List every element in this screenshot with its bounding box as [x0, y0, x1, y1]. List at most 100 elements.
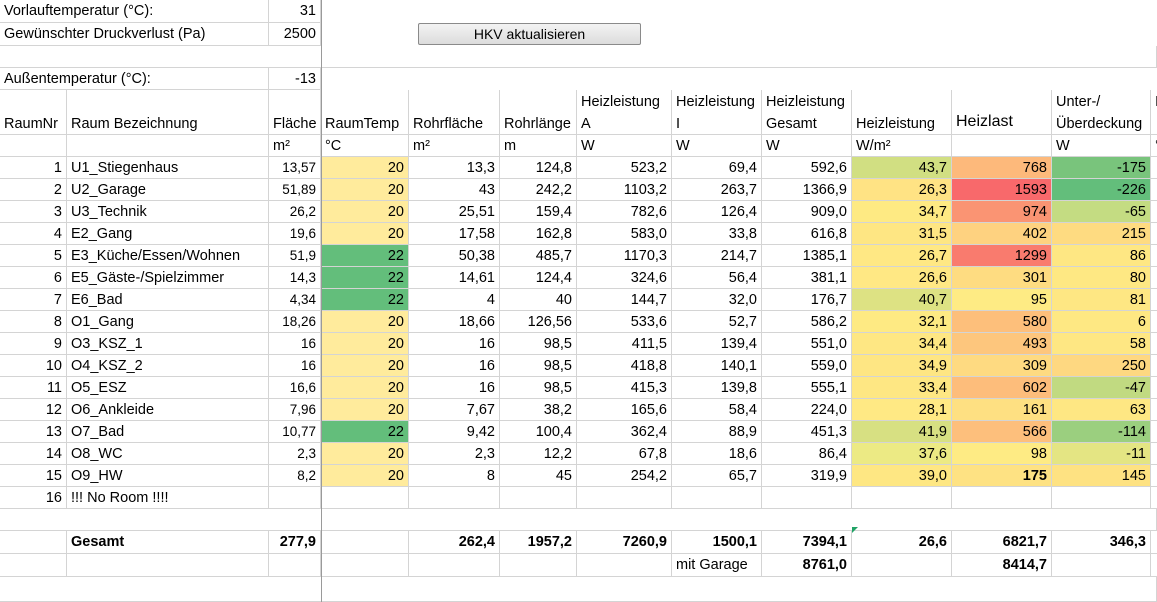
- header-cell[interactable]: [409, 90, 500, 113]
- data-cell[interactable]: 26,3: [852, 179, 952, 201]
- data-cell[interactable]: 22: [321, 289, 409, 311]
- data-cell[interactable]: [1151, 245, 1157, 267]
- header-cell[interactable]: [67, 90, 269, 113]
- data-cell[interactable]: 974: [952, 201, 1052, 223]
- data-cell[interactable]: [1151, 377, 1157, 399]
- data-cell[interactable]: 6: [0, 267, 67, 289]
- data-cell[interactable]: 12,2: [500, 443, 577, 465]
- data-cell[interactable]: 98,5: [500, 355, 577, 377]
- data-cell[interactable]: [1151, 289, 1157, 311]
- data-cell[interactable]: 139,8: [672, 377, 762, 399]
- aussen-label[interactable]: Außentemperatur (°C):: [0, 68, 269, 90]
- data-cell[interactable]: [1151, 443, 1157, 465]
- data-cell[interactable]: 250: [1052, 355, 1151, 377]
- data-cell[interactable]: [0, 554, 67, 577]
- data-cell[interactable]: 11: [0, 377, 67, 399]
- data-cell[interactable]: 32,0: [672, 289, 762, 311]
- data-cell[interactable]: 20: [321, 355, 409, 377]
- unit-cell[interactable]: W/m²: [852, 135, 952, 157]
- data-cell[interactable]: 16: [409, 355, 500, 377]
- data-cell[interactable]: 165,6: [577, 399, 672, 421]
- data-cell[interactable]: [321, 554, 409, 577]
- room-name[interactable]: !!! No Room !!!!: [67, 487, 269, 509]
- data-cell[interactable]: 175: [952, 465, 1052, 487]
- data-cell[interactable]: -226: [1052, 179, 1151, 201]
- room-name[interactable]: U1_Stiegenhaus: [67, 157, 269, 179]
- total-cell[interactable]: 1500,1: [672, 531, 762, 554]
- header-cell[interactable]: [1151, 113, 1157, 135]
- data-cell[interactable]: 25,51: [409, 201, 500, 223]
- data-cell[interactable]: 22: [321, 421, 409, 443]
- data-cell[interactable]: 9,42: [409, 421, 500, 443]
- data-cell[interactable]: 1299: [952, 245, 1052, 267]
- header-cell[interactable]: Unter-/: [1052, 90, 1151, 113]
- data-cell[interactable]: 555,1: [762, 377, 852, 399]
- unit-cell[interactable]: °C: [321, 135, 409, 157]
- data-cell[interactable]: 533,6: [577, 311, 672, 333]
- data-cell[interactable]: 602: [952, 377, 1052, 399]
- header-cell[interactable]: A: [577, 113, 672, 135]
- data-cell[interactable]: 2,3: [269, 443, 321, 465]
- room-name[interactable]: O4_KSZ_2: [67, 355, 269, 377]
- header-cell[interactable]: [269, 90, 321, 113]
- data-cell[interactable]: 20: [321, 377, 409, 399]
- data-cell[interactable]: 254,2: [577, 465, 672, 487]
- header-cell[interactable]: Rohrlänge: [500, 113, 577, 135]
- header-cell[interactable]: Heizleistung: [577, 90, 672, 113]
- empty-row[interactable]: [0, 577, 1157, 602]
- data-cell[interactable]: [852, 554, 952, 577]
- data-cell[interactable]: [672, 487, 762, 509]
- data-cell[interactable]: [409, 554, 500, 577]
- total-cell[interactable]: 277,9: [269, 531, 321, 554]
- data-cell[interactable]: 144,7: [577, 289, 672, 311]
- data-cell[interactable]: 4: [409, 289, 500, 311]
- data-cell[interactable]: 7: [0, 289, 67, 311]
- total-cell[interactable]: 262,4: [409, 531, 500, 554]
- data-cell[interactable]: 80: [1052, 267, 1151, 289]
- data-cell[interactable]: 16,6: [269, 377, 321, 399]
- data-cell[interactable]: 616,8: [762, 223, 852, 245]
- data-cell[interactable]: 20: [321, 201, 409, 223]
- data-cell[interactable]: 580: [952, 311, 1052, 333]
- empty-row[interactable]: [0, 509, 1157, 531]
- data-cell[interactable]: [1151, 333, 1157, 355]
- data-cell[interactable]: 145: [1052, 465, 1151, 487]
- data-cell[interactable]: 98,5: [500, 333, 577, 355]
- header-cell[interactable]: Rohrfläche: [409, 113, 500, 135]
- header-cell[interactable]: [0, 90, 67, 113]
- data-cell[interactable]: [269, 554, 321, 577]
- data-cell[interactable]: 14,61: [409, 267, 500, 289]
- data-cell[interactable]: [321, 487, 409, 509]
- data-cell[interactable]: 782,6: [577, 201, 672, 223]
- data-cell[interactable]: 176,7: [762, 289, 852, 311]
- header-cell[interactable]: Gesamt: [762, 113, 852, 135]
- data-cell[interactable]: [952, 487, 1052, 509]
- unit-cell[interactable]: [952, 135, 1052, 157]
- room-name[interactable]: O5_ESZ: [67, 377, 269, 399]
- data-cell[interactable]: -65: [1052, 201, 1151, 223]
- data-cell[interactable]: 224,0: [762, 399, 852, 421]
- data-cell[interactable]: 51,9: [269, 245, 321, 267]
- data-cell[interactable]: 381,1: [762, 267, 852, 289]
- data-cell[interactable]: 18,66: [409, 311, 500, 333]
- data-cell[interactable]: 19,6: [269, 223, 321, 245]
- data-cell[interactable]: 100,4: [500, 421, 577, 443]
- data-cell[interactable]: 566: [952, 421, 1052, 443]
- unit-cell[interactable]: [0, 135, 67, 157]
- data-cell[interactable]: 551,0: [762, 333, 852, 355]
- header-cell[interactable]: I: [672, 113, 762, 135]
- aussen-value[interactable]: -13: [269, 68, 321, 90]
- data-cell[interactable]: 13,57: [269, 157, 321, 179]
- data-cell[interactable]: -175: [1052, 157, 1151, 179]
- room-name[interactable]: O7_Bad: [67, 421, 269, 443]
- data-cell[interactable]: 38,2: [500, 399, 577, 421]
- header-cell[interactable]: [952, 90, 1052, 113]
- data-cell[interactable]: [1151, 399, 1157, 421]
- room-name[interactable]: U3_Technik: [67, 201, 269, 223]
- data-cell[interactable]: [1151, 223, 1157, 245]
- data-cell[interactable]: 159,4: [500, 201, 577, 223]
- data-cell[interactable]: 16: [269, 333, 321, 355]
- header-cell[interactable]: RaumTemp: [321, 113, 409, 135]
- data-cell[interactable]: 126,4: [672, 201, 762, 223]
- data-cell[interactable]: 139,4: [672, 333, 762, 355]
